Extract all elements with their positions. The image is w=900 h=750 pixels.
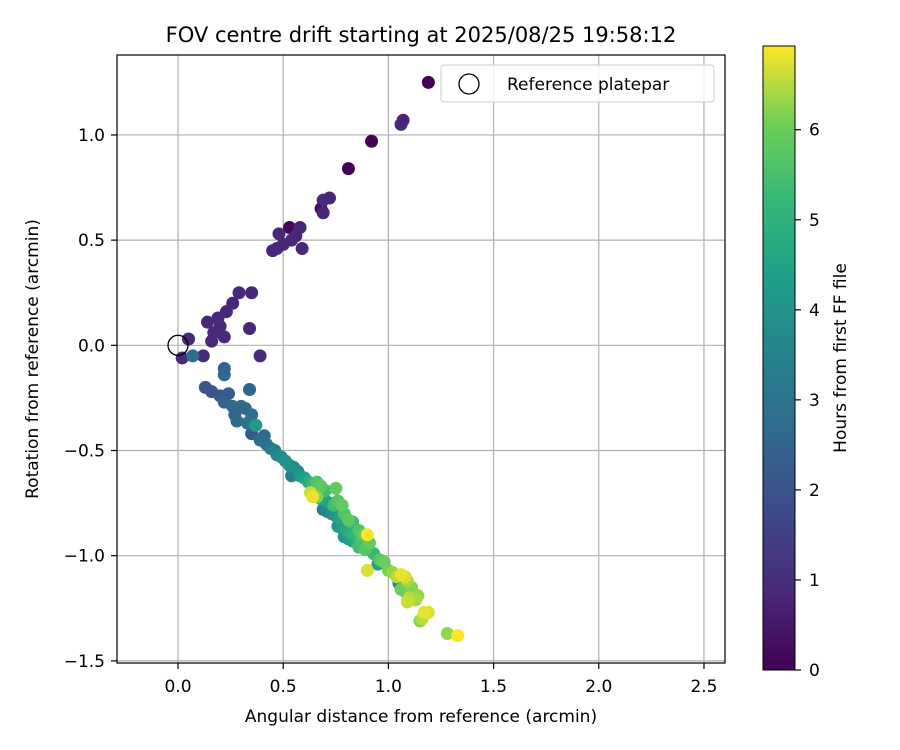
data-point xyxy=(394,568,408,582)
x-tick-label: 2.5 xyxy=(690,677,717,697)
data-point xyxy=(207,326,221,340)
colorbar-tick-label: 2 xyxy=(809,481,820,501)
data-point xyxy=(341,513,355,527)
grid-lines xyxy=(117,55,725,663)
colorbar-label: Hours from first FF file xyxy=(831,263,851,453)
data-point xyxy=(440,627,454,641)
chart-title: FOV centre drift starting at 2025/08/25 … xyxy=(166,23,677,47)
x-axis-label: Angular distance from reference (arcmin) xyxy=(245,707,597,727)
data-point xyxy=(253,349,267,363)
data-points xyxy=(175,75,465,643)
plot-frame xyxy=(116,54,726,664)
data-point xyxy=(306,490,320,504)
data-point xyxy=(234,399,248,413)
x-tick-label: 1.0 xyxy=(375,677,402,697)
data-point xyxy=(217,330,231,344)
colorbar-tick-label: 3 xyxy=(809,391,820,411)
data-point xyxy=(243,383,257,397)
x-tick-label: 2.0 xyxy=(585,677,612,697)
data-point xyxy=(314,479,328,493)
colorbar-tick-label: 1 xyxy=(809,571,820,591)
data-point xyxy=(182,332,196,346)
data-point xyxy=(211,311,225,325)
data-point xyxy=(316,193,330,207)
y-axis-label: Rotation from reference (arcmin) xyxy=(23,219,43,499)
colorbar-tick-label: 6 xyxy=(809,121,820,141)
data-point xyxy=(451,629,465,643)
data-point xyxy=(295,242,309,256)
y-tick-label: −1.0 xyxy=(64,547,105,567)
reference-point-marker xyxy=(167,334,189,356)
data-point xyxy=(421,75,435,89)
y-axis-ticks: −1.5 −1.0 −0.5 0.0 0.5 1.0 xyxy=(64,126,117,672)
colorbar-ticks: 0 1 2 3 4 5 6 xyxy=(795,121,820,681)
data-point xyxy=(360,528,374,542)
x-tick-label: 1.5 xyxy=(480,677,507,697)
y-tick-label: 1.0 xyxy=(78,126,105,146)
data-point xyxy=(417,606,431,620)
x-tick-label: 0.0 xyxy=(164,677,191,697)
data-point xyxy=(360,563,374,577)
legend-label: Reference platepar xyxy=(507,75,669,95)
colorbar xyxy=(762,45,796,671)
legend-marker xyxy=(458,73,480,95)
data-point xyxy=(316,206,330,220)
data-point xyxy=(341,162,355,176)
data-point xyxy=(272,227,286,241)
data-point xyxy=(230,414,244,428)
y-tick-label: 0.5 xyxy=(78,231,105,251)
y-tick-label: −1.5 xyxy=(64,652,105,672)
data-point xyxy=(365,134,379,148)
data-point xyxy=(400,595,414,609)
y-tick-label: 0.0 xyxy=(78,336,105,356)
data-point xyxy=(278,454,292,468)
colorbar-tick-label: 4 xyxy=(809,301,820,321)
legend: Reference platepar xyxy=(440,64,715,103)
data-point xyxy=(232,286,246,300)
data-point xyxy=(249,418,263,432)
data-point xyxy=(329,481,343,495)
legend-box xyxy=(440,64,715,103)
data-point xyxy=(217,368,231,382)
data-point xyxy=(270,242,284,256)
data-point xyxy=(186,349,200,363)
x-axis-ticks: 0.0 0.5 1.0 1.5 2.0 2.5 xyxy=(164,663,717,697)
colorbar-tick-label: 0 xyxy=(809,661,820,681)
data-point xyxy=(243,321,257,335)
data-point xyxy=(335,498,349,512)
data-point xyxy=(245,286,259,300)
data-point xyxy=(394,117,408,131)
colorbar-tick-label: 5 xyxy=(809,211,820,231)
data-point xyxy=(200,315,214,329)
data-point xyxy=(196,349,210,363)
y-tick-label: −0.5 xyxy=(64,442,105,462)
x-tick-label: 0.5 xyxy=(270,677,297,697)
